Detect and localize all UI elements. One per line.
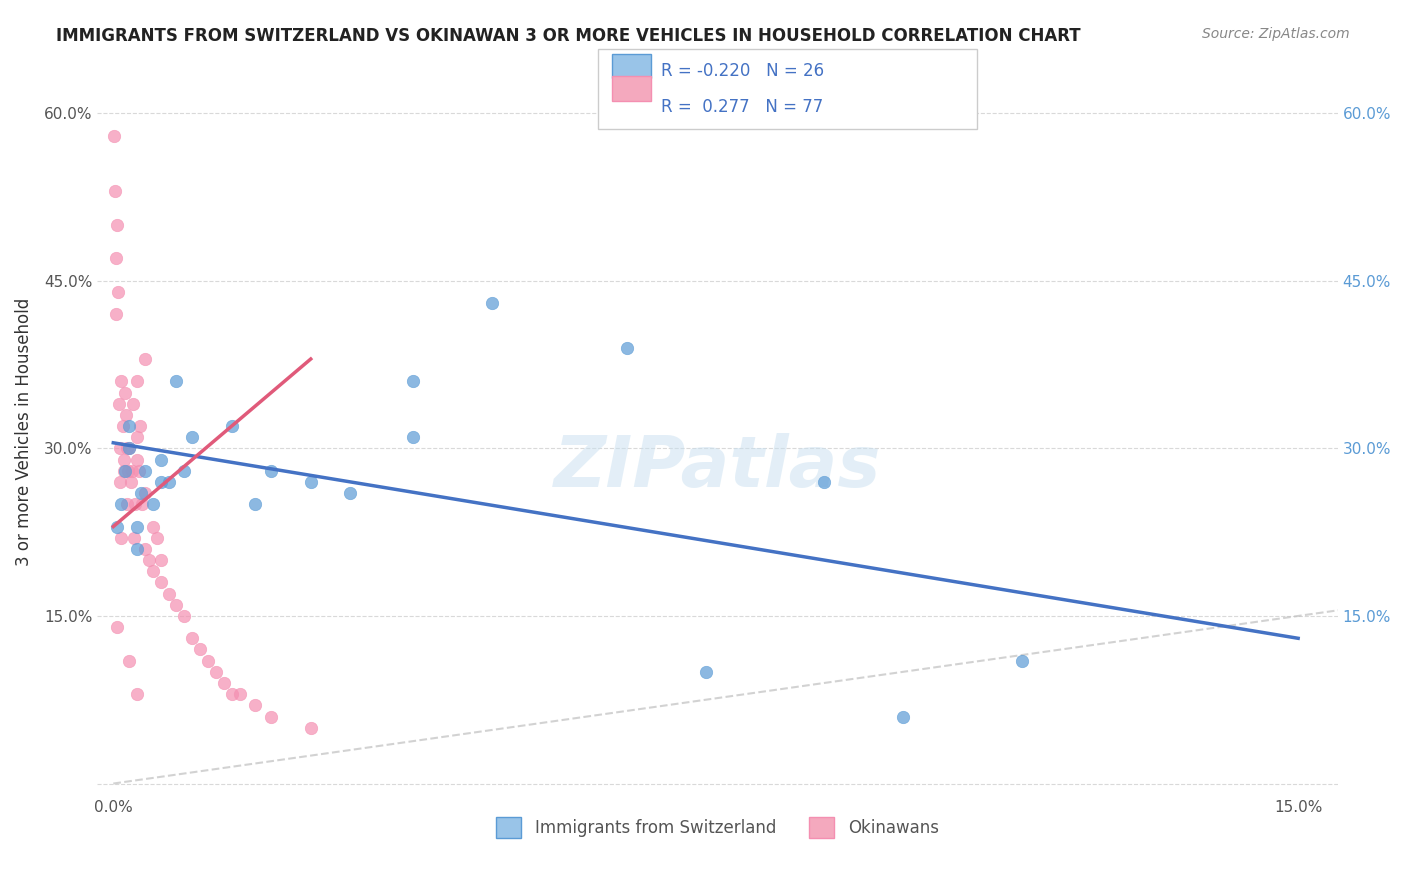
Point	[125, 687, 148, 701]
Legend: Immigrants from Switzerland, Okinawans: Immigrants from Switzerland, Okinawans	[489, 811, 945, 845]
Point	[221, 419, 243, 434]
Point	[105, 307, 128, 321]
Point	[108, 442, 131, 456]
Point	[166, 375, 188, 389]
Point	[205, 665, 228, 679]
Point	[260, 464, 283, 478]
Point	[107, 285, 129, 299]
Point	[402, 430, 425, 444]
Point	[134, 541, 156, 556]
Point	[402, 375, 425, 389]
Point	[125, 519, 148, 533]
Point	[122, 531, 145, 545]
Point	[117, 464, 139, 478]
Point	[299, 475, 322, 489]
Point	[111, 419, 134, 434]
Point	[122, 397, 145, 411]
Point	[129, 419, 152, 434]
Text: Source: ZipAtlas.com: Source: ZipAtlas.com	[1202, 27, 1350, 41]
Point	[339, 486, 361, 500]
Point	[221, 687, 243, 701]
Point	[105, 519, 128, 533]
Point	[129, 486, 152, 500]
Point	[149, 553, 172, 567]
Point	[188, 642, 211, 657]
Text: R =  0.277   N = 77: R = 0.277 N = 77	[661, 98, 823, 116]
Point	[142, 564, 165, 578]
Point	[813, 475, 835, 489]
Point	[212, 676, 235, 690]
Point	[110, 531, 132, 545]
Point	[121, 464, 143, 478]
Point	[142, 497, 165, 511]
Point	[114, 464, 136, 478]
Point	[245, 497, 267, 511]
Text: R = -0.220   N = 26: R = -0.220 N = 26	[661, 62, 824, 80]
Point	[157, 586, 180, 600]
Point	[128, 464, 150, 478]
Text: ZIPatlas: ZIPatlas	[554, 434, 882, 502]
Text: IMMIGRANTS FROM SWITZERLAND VS OKINAWAN 3 OR MORE VEHICLES IN HOUSEHOLD CORRELAT: IMMIGRANTS FROM SWITZERLAND VS OKINAWAN …	[56, 27, 1081, 45]
Point	[125, 541, 148, 556]
Point	[299, 721, 322, 735]
Point	[103, 128, 125, 143]
Point	[181, 632, 204, 646]
Point	[104, 252, 127, 266]
Point	[695, 665, 717, 679]
Point	[131, 497, 153, 511]
Point	[118, 442, 141, 456]
Point	[149, 452, 172, 467]
Point	[104, 185, 127, 199]
Point	[134, 464, 156, 478]
Point	[112, 464, 135, 478]
Point	[891, 709, 914, 723]
Point	[125, 430, 148, 444]
Point	[115, 442, 138, 456]
Point	[125, 375, 148, 389]
Point	[197, 654, 219, 668]
Point	[173, 609, 195, 624]
Point	[110, 475, 132, 489]
Point	[616, 341, 638, 355]
Point	[166, 598, 188, 612]
Point	[107, 397, 129, 411]
Point	[125, 452, 148, 467]
Point	[245, 698, 267, 713]
Point	[142, 519, 165, 533]
Point	[105, 620, 128, 634]
Point	[173, 464, 195, 478]
Y-axis label: 3 or more Vehicles in Household: 3 or more Vehicles in Household	[15, 298, 32, 566]
Point	[105, 218, 128, 232]
Point	[112, 452, 135, 467]
Point	[138, 553, 160, 567]
Point	[157, 475, 180, 489]
Point	[118, 419, 141, 434]
Point	[110, 375, 132, 389]
Point	[120, 475, 142, 489]
Point	[124, 497, 146, 511]
Point	[149, 575, 172, 590]
Point	[118, 654, 141, 668]
Point	[114, 385, 136, 400]
Point	[134, 486, 156, 500]
Point	[260, 709, 283, 723]
Point	[145, 531, 167, 545]
Point	[181, 430, 204, 444]
Point	[115, 408, 138, 422]
Point	[117, 497, 139, 511]
Point	[228, 687, 250, 701]
Point	[149, 475, 172, 489]
Point	[110, 497, 132, 511]
Point	[1011, 654, 1033, 668]
Point	[481, 296, 503, 310]
Point	[134, 351, 156, 366]
Point	[118, 442, 141, 456]
